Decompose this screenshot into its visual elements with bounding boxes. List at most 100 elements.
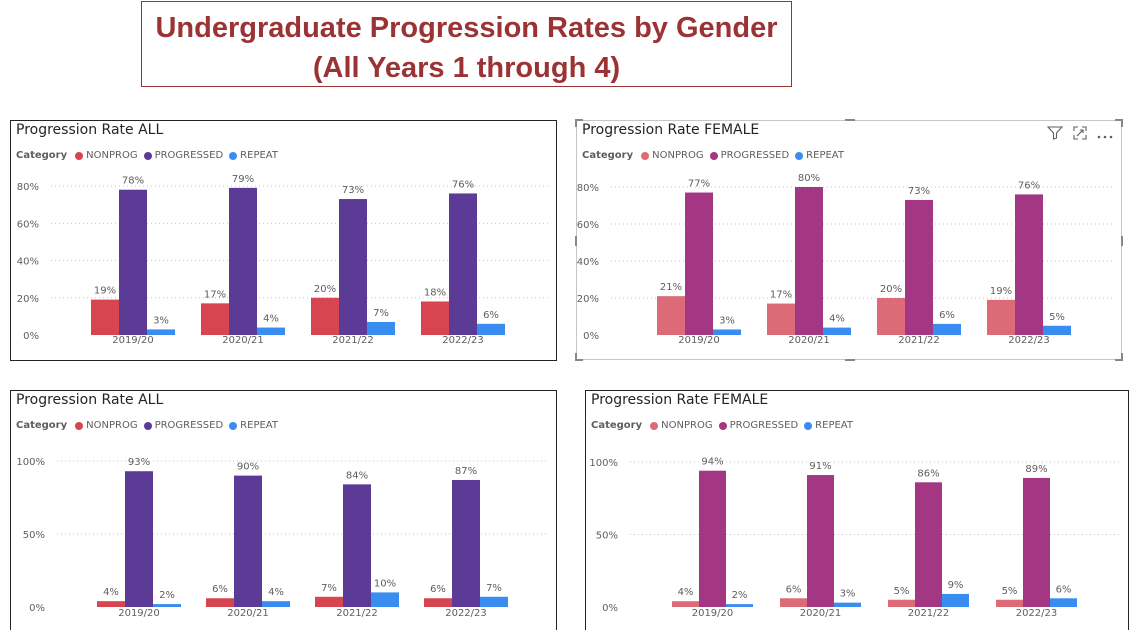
legend-item-nonprog[interactable]: NONPROG: [75, 150, 138, 161]
resize-handle-top[interactable]: [845, 119, 855, 121]
data-label: 2%: [732, 590, 748, 601]
x-tick-label: 2022/23: [445, 608, 487, 619]
y-tick-label: 80%: [577, 183, 599, 194]
bar-nonprog: [206, 598, 234, 607]
focus-mode-icon[interactable]: [1073, 125, 1087, 144]
legend-item-repeat[interactable]: REPEAT: [229, 420, 278, 431]
bar-repeat: [1050, 598, 1077, 607]
x-tick-label: 2020/21: [222, 335, 264, 346]
resize-handle-top-right[interactable]: [1115, 119, 1123, 121]
page-title-line-1: Undergraduate Progression Rates by Gende…: [155, 12, 778, 44]
data-label: 76%: [1018, 180, 1040, 191]
legend-title: Category: [16, 420, 68, 431]
legend-item-nonprog[interactable]: NONPROG: [641, 150, 704, 161]
legend-item-progressed[interactable]: PROGRESSED: [143, 420, 223, 431]
bar-nonprog: [987, 299, 1015, 335]
bar-progressed: [699, 470, 726, 607]
data-label: 3%: [719, 315, 735, 326]
bar-progressed: [452, 479, 480, 607]
bar-progressed: [795, 187, 823, 335]
data-label: 86%: [917, 468, 939, 479]
bar-nonprog: [311, 297, 339, 335]
data-label: 89%: [1025, 464, 1047, 475]
bar-repeat: [933, 323, 961, 335]
x-tick-label: 2021/22: [898, 335, 940, 346]
resize-handle-bottom-right[interactable]: [1115, 359, 1123, 361]
legend-item-nonprog[interactable]: NONPROG: [650, 420, 713, 431]
legend-title: Category: [582, 150, 634, 161]
bar-nonprog: [672, 601, 699, 607]
bar-repeat: [262, 601, 290, 607]
chart-visual-female-bottom[interactable]: Progression Rate FEMALE Category NONPROG…: [585, 390, 1129, 630]
bar-repeat: [371, 592, 399, 607]
legend-item-nonprog[interactable]: NONPROG: [75, 420, 138, 431]
chart-visual-female-top[interactable]: Progression Rate FEMALE Category NONPROG…: [575, 119, 1123, 361]
y-tick-label: 100%: [16, 457, 45, 468]
legend-item-repeat[interactable]: REPEAT: [795, 150, 844, 161]
data-label: 7%: [321, 583, 337, 594]
y-tick-label: 60%: [17, 219, 39, 230]
resize-handle-top-left[interactable]: [575, 119, 583, 121]
data-label: 93%: [128, 457, 150, 468]
bar-repeat: [726, 604, 753, 607]
bar-nonprog: [201, 303, 229, 335]
data-label: 7%: [486, 583, 502, 594]
legend-swatch: [75, 151, 84, 160]
more-options-icon[interactable]: [1097, 125, 1113, 144]
x-tick-label: 2019/20: [118, 608, 160, 619]
data-label: 80%: [798, 173, 820, 184]
bar-progressed: [343, 484, 371, 607]
legend-swatch: [75, 421, 84, 430]
y-tick-label: 100%: [589, 458, 618, 469]
legend-swatch: [229, 421, 238, 430]
data-label: 4%: [263, 314, 279, 325]
resize-handle-bottom[interactable]: [845, 359, 855, 361]
data-label: 6%: [786, 584, 802, 595]
y-tick-label: 0%: [583, 331, 599, 342]
bar-repeat: [367, 321, 395, 335]
chart-visual-all-top[interactable]: Progression Rate ALL Category NONPROG PR…: [10, 120, 557, 361]
resize-handle-left[interactable]: [575, 236, 577, 246]
data-label: 4%: [103, 587, 119, 598]
bar-plot: 0% 50% 100% 4% 93% 2% 2019/20 6% 90% 4% 2020/21 7% 8…: [16, 457, 548, 619]
data-label: 19%: [94, 286, 116, 297]
legend-item-repeat[interactable]: REPEAT: [804, 420, 853, 431]
bar-progressed: [119, 189, 147, 335]
bar-plot: 0% 20% 40% 60% 80% 21% 77% 3% 2019/20 17% 80% 4% 202…: [577, 173, 1113, 346]
resize-handle-top-right-v: [1121, 119, 1123, 127]
bar-nonprog: [888, 599, 915, 607]
bar-repeat: [480, 596, 508, 607]
bar-progressed: [1015, 194, 1043, 335]
bar-repeat: [1043, 325, 1071, 335]
bar-repeat: [257, 327, 285, 335]
resize-handle-right[interactable]: [1121, 236, 1123, 246]
bar-repeat: [153, 604, 181, 607]
legend-item-progressed[interactable]: PROGRESSED: [709, 150, 789, 161]
chart-legend: Category NONPROG PROGRESSED REPEAT: [16, 150, 284, 161]
data-label: 5%: [894, 586, 910, 597]
data-label: 19%: [990, 286, 1012, 297]
filter-icon[interactable]: [1046, 125, 1064, 144]
resize-handle-bottom-left[interactable]: [575, 359, 583, 361]
legend-swatch: [641, 151, 650, 160]
data-label: 5%: [1049, 312, 1065, 323]
legend-item-repeat[interactable]: REPEAT: [229, 150, 278, 161]
chart-visual-all-bottom[interactable]: Progression Rate ALL Category NONPROG PR…: [10, 390, 557, 630]
bar-repeat: [713, 329, 741, 335]
data-label: 17%: [204, 289, 226, 300]
legend-title: Category: [16, 150, 68, 161]
chart-title: Progression Rate FEMALE: [591, 392, 769, 408]
bar-nonprog: [996, 599, 1023, 607]
y-tick-label: 20%: [17, 294, 39, 305]
legend-item-progressed[interactable]: PROGRESSED: [718, 420, 798, 431]
x-tick-label: 2021/22: [332, 335, 374, 346]
y-tick-label: 50%: [23, 530, 45, 541]
bar-progressed: [1023, 477, 1050, 607]
chart-legend: Category NONPROG PROGRESSED REPEAT: [591, 420, 859, 431]
x-tick-label: 2019/20: [678, 335, 720, 346]
data-label: 6%: [212, 584, 228, 595]
data-label: 77%: [688, 179, 710, 190]
legend-item-progressed[interactable]: PROGRESSED: [143, 150, 223, 161]
data-label: 3%: [153, 315, 169, 326]
bar-repeat: [823, 327, 851, 335]
